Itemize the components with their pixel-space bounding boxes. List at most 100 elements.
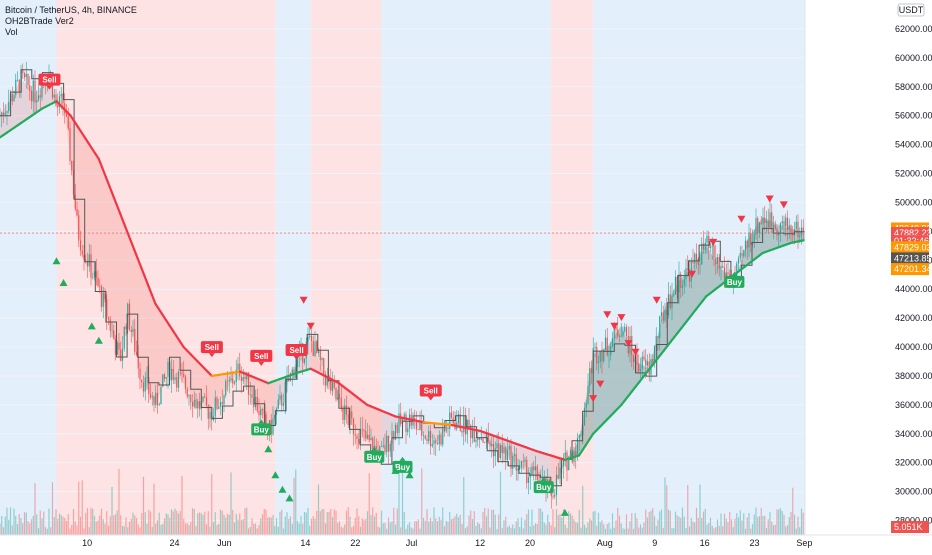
candle-body: [342, 408, 343, 420]
volume-bar: [545, 525, 546, 535]
candle-body: [659, 316, 660, 338]
volume-bar: [279, 512, 280, 535]
volume-bar: [229, 515, 230, 535]
candle-body: [755, 218, 756, 234]
volume-bar: [612, 513, 613, 535]
volume-bar: [605, 529, 606, 535]
volume-bar: [335, 511, 336, 535]
candle-body: [607, 338, 608, 355]
candle-body: [129, 304, 130, 330]
volume-bar: [283, 529, 284, 535]
x-tick-label: 24: [169, 538, 179, 548]
candle-body: [101, 286, 102, 307]
x-tick-label: Aug: [597, 538, 613, 548]
volume-bar: [159, 513, 160, 535]
y-tick-label: 34000.00: [895, 429, 932, 439]
candle-body: [442, 429, 443, 445]
volume-bar: [754, 515, 755, 535]
volume-bar: [666, 486, 667, 535]
volume-bar: [416, 521, 417, 535]
candle-body: [358, 439, 359, 444]
volume-bar: [547, 515, 548, 535]
volume-bar: [216, 525, 217, 535]
volume-bar: [727, 522, 728, 535]
candle-body: [481, 438, 482, 439]
y-tick-label: 30000.00: [895, 487, 932, 497]
volume-bar: [290, 516, 291, 535]
volume-bar: [188, 525, 189, 535]
volume-bar: [325, 523, 326, 535]
candle-body: [505, 447, 506, 460]
candle-body: [220, 402, 221, 407]
candle-body: [594, 347, 595, 348]
time-axis[interactable]: [0, 535, 932, 550]
candle-body: [54, 95, 55, 98]
volume-bar: [664, 478, 665, 535]
x-tick-label: 20: [525, 538, 535, 548]
volume-bar: [579, 510, 580, 535]
candle-body: [276, 408, 277, 415]
candle-body: [671, 295, 672, 307]
candle-body: [552, 496, 553, 497]
candle-body: [12, 94, 13, 101]
volume-bar: [748, 513, 749, 535]
candle-body: [78, 215, 79, 240]
volume-bar: [540, 509, 541, 535]
volume-bar: [167, 514, 168, 535]
volume-bar: [577, 523, 578, 535]
volume-bar: [342, 528, 343, 535]
candle-body: [346, 406, 347, 415]
candle-body: [523, 461, 524, 462]
candle-body: [92, 277, 93, 278]
volume-bar: [423, 518, 424, 535]
candle-body: [741, 253, 742, 256]
candle-body: [192, 402, 193, 407]
volume-bar: [110, 516, 111, 535]
volume-bar: [264, 509, 265, 535]
volume-bar: [300, 516, 301, 535]
volume-bar: [153, 484, 154, 535]
volume-bar: [92, 509, 93, 535]
volume-bar: [45, 527, 46, 535]
candle-body: [134, 329, 135, 352]
candle-body: [747, 241, 748, 248]
volume-bar: [225, 518, 226, 535]
volume-bar: [552, 509, 553, 535]
volume-bar: [192, 508, 193, 535]
volume-bar: [66, 521, 67, 535]
volume-bar: [787, 525, 788, 535]
volume-bar: [736, 513, 737, 535]
volume-bar: [654, 516, 655, 535]
candle-body: [103, 293, 104, 307]
signal-label: Sell: [205, 343, 219, 352]
y-tick-label: 56000.00: [895, 111, 932, 121]
candle-body: [708, 236, 709, 248]
volume-bar: [299, 523, 300, 535]
volume-bar: [141, 513, 142, 535]
volume-bar: [40, 510, 41, 535]
volume-bar: [572, 516, 573, 535]
volume-bar: [498, 514, 499, 535]
candle-body: [120, 350, 121, 361]
candle-body: [3, 113, 4, 115]
volume-bar: [610, 529, 611, 535]
volume-bar: [318, 484, 319, 535]
volume-bar: [31, 519, 32, 535]
volume-bar: [143, 477, 144, 535]
candle-body: [143, 382, 144, 391]
volume-bar: [768, 519, 769, 535]
candle-body: [626, 327, 627, 336]
volume-bar: [10, 507, 11, 535]
volume-bar: [52, 482, 53, 535]
volume-bar: [615, 520, 616, 535]
candle-body: [281, 395, 282, 405]
signal-label: Sell: [424, 387, 438, 396]
candle-body: [745, 241, 746, 250]
candle-body: [446, 428, 447, 432]
volume-bar: [789, 517, 790, 535]
y-tick-label: 38000.00: [895, 371, 932, 381]
volume-bar: [393, 508, 394, 535]
volume-bar: [442, 507, 443, 535]
